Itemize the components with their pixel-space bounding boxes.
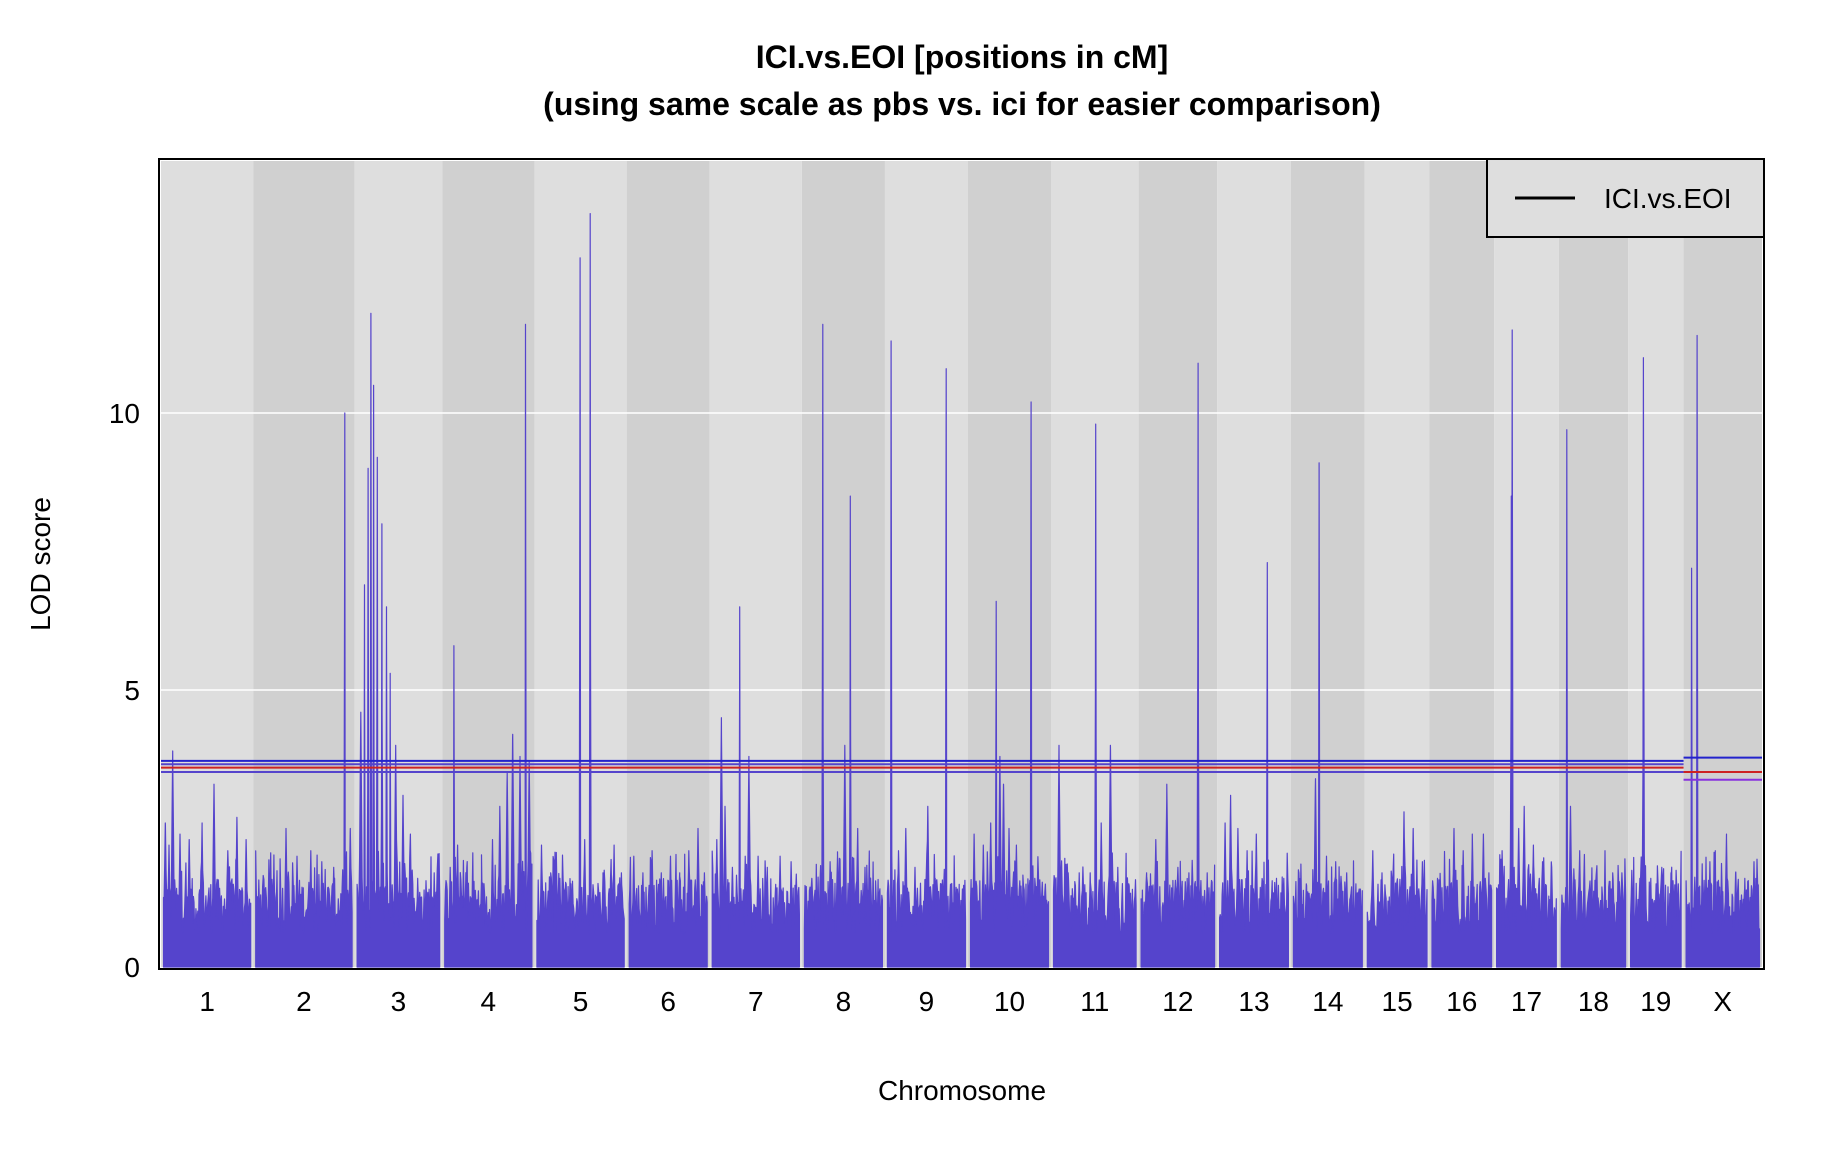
y-tick-label-5: 5 — [124, 675, 140, 706]
x-tick-label-16: 16 — [1446, 986, 1477, 1017]
x-tick-label-8: 8 — [836, 986, 852, 1017]
x-tick-label-6: 6 — [660, 986, 676, 1017]
y-tick-label-0: 0 — [124, 952, 140, 983]
lod-curve-chr-19 — [1630, 357, 1682, 968]
x-tick-label-3: 3 — [391, 986, 407, 1017]
y-gridlines — [161, 412, 1762, 691]
lod-curve-chr-X — [1685, 334, 1761, 968]
chromosome-band-7 — [709, 161, 802, 967]
x-tick-label-4: 4 — [481, 986, 497, 1017]
x-axis-label: Chromosome — [878, 1075, 1046, 1106]
chromosome-band-12 — [1138, 161, 1218, 967]
lod-curve-chr-14 — [1292, 462, 1363, 968]
x-tick-label-10: 10 — [994, 986, 1025, 1017]
legend: ICI.vs.EOI — [1486, 158, 1765, 238]
lod-curve-chr-8 — [803, 323, 883, 968]
chromosome-bands — [161, 161, 1762, 967]
significance-thresholds — [161, 756, 1762, 781]
x-tick-label-14: 14 — [1312, 986, 1343, 1017]
chromosome-band-9 — [884, 161, 968, 967]
lod-curve-chr-7 — [711, 606, 800, 968]
chromosome-band-14 — [1290, 161, 1365, 967]
x-tick-label-15: 15 — [1382, 986, 1413, 1017]
chromosome-band-13 — [1217, 161, 1291, 967]
x-tick-label-5: 5 — [573, 986, 589, 1017]
x-tick-label-13: 13 — [1238, 986, 1269, 1017]
x-tick-label-2: 2 — [296, 986, 312, 1017]
legend-label-ici-vs-eoi: ICI.vs.EOI — [1604, 183, 1732, 214]
lod-curve-chr-1 — [162, 750, 252, 968]
chromosome-band-18 — [1558, 161, 1629, 967]
chromosome-band-X — [1683, 161, 1762, 967]
lod-curve-chr-3 — [356, 312, 441, 968]
lod-curve-chr-11 — [1052, 423, 1137, 968]
x-tick-label-1: 1 — [199, 986, 215, 1017]
x-tick-label-18: 18 — [1578, 986, 1609, 1017]
x-tick-label-17: 17 — [1511, 986, 1542, 1017]
chromosome-band-16 — [1429, 161, 1495, 967]
lod-curve-chr-9 — [886, 340, 967, 968]
x-tick-label-X: X — [1713, 986, 1732, 1017]
lod-curve-chr-10 — [969, 401, 1050, 968]
chart-title-line1: ICI.vs.EOI [positions in cM] — [756, 39, 1168, 75]
lod-curve-chr-2 — [255, 412, 353, 968]
x-axis-ticks: 1 2 3 4 5 6 7 8 9 10 11 12 13 14 15 16 17 18 19 X — [199, 986, 1732, 1017]
chromosome-band-1 — [161, 161, 254, 967]
chromosome-band-15 — [1364, 161, 1430, 967]
x-tick-label-7: 7 — [748, 986, 764, 1017]
x-tick-label-11: 11 — [1080, 986, 1109, 1017]
series-ici-vs-eoi — [162, 213, 1761, 968]
chromosome-band-6 — [626, 161, 710, 967]
lod-curve-chr-4 — [444, 323, 533, 968]
lod-curve-chr-5 — [536, 213, 625, 968]
x-tick-label-12: 12 — [1162, 986, 1193, 1017]
lod-curve-chr-13 — [1219, 562, 1289, 968]
y-tick-label-10: 10 — [109, 398, 140, 429]
lod-curve-chr-17 — [1496, 329, 1557, 968]
chromosome-band-2 — [253, 161, 355, 967]
chromosome-band-19 — [1628, 161, 1684, 967]
lod-curve-chr-16 — [1431, 827, 1493, 968]
lod-curve-chr-18 — [1560, 429, 1627, 968]
lod-curve-chr-15 — [1366, 811, 1428, 968]
lod-curve-chr-6 — [628, 827, 708, 968]
x-tick-label-19: 19 — [1640, 986, 1671, 1017]
y-axis-ticks: 0 5 10 — [109, 398, 140, 983]
y-axis-label: LOD score — [25, 497, 56, 631]
chart-title-line2: (using same scale as pbs vs. ici for eas… — [543, 86, 1381, 122]
x-tick-label-9: 9 — [919, 986, 935, 1017]
plot-frame — [158, 158, 1765, 970]
lod-curve-chr-12 — [1140, 362, 1216, 968]
chromosome-band-17 — [1494, 161, 1559, 967]
